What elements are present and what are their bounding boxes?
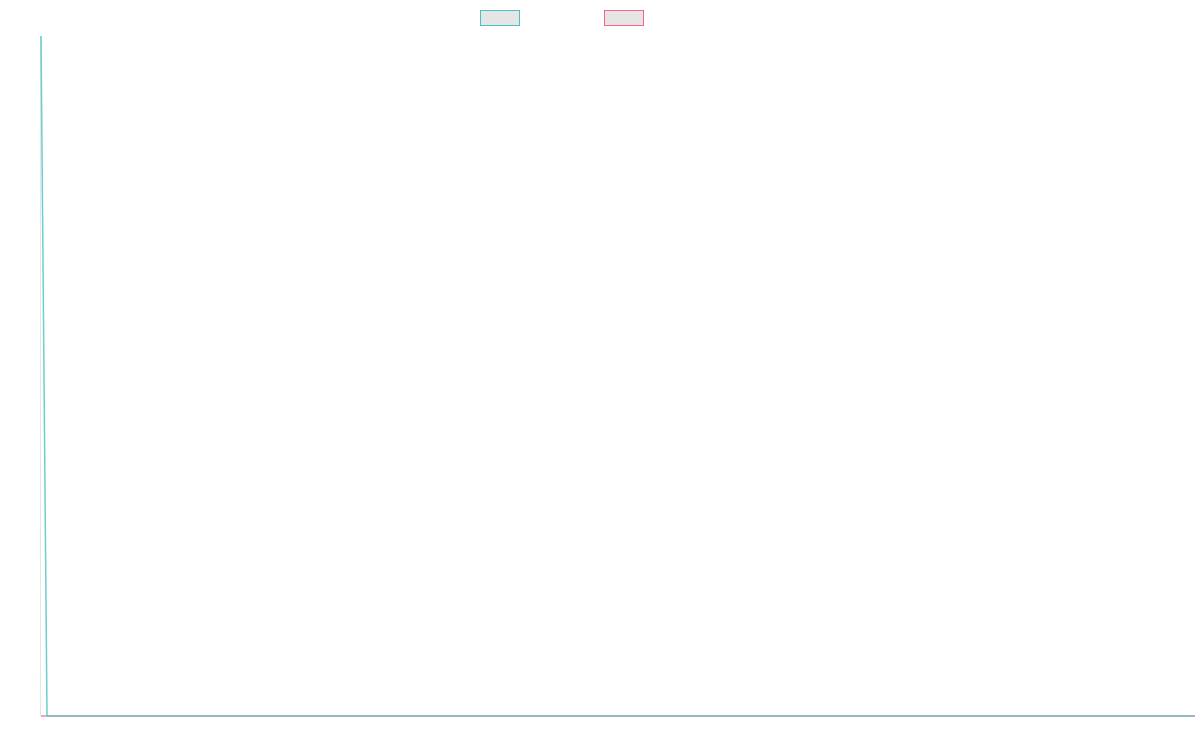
series-1-line xyxy=(40,35,1195,717)
legend-swatch-series-1[interactable] xyxy=(480,10,520,26)
legend-swatch-series-2[interactable] xyxy=(604,10,644,26)
